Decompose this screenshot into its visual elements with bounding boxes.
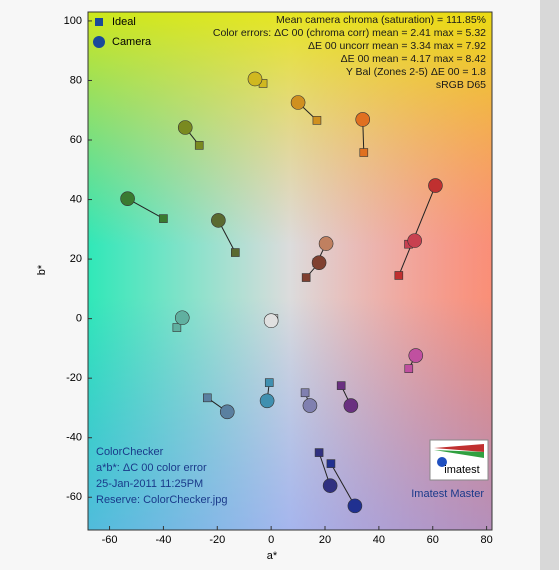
x-axis-label: a*	[267, 550, 278, 562]
camera-point	[247, 71, 263, 87]
camera-point	[259, 393, 275, 409]
y-tick-label: 100	[64, 15, 82, 27]
y-tick-label: -60	[66, 491, 82, 503]
annotation: Mean camera chroma (saturation) = 111.85…	[276, 14, 486, 26]
camera-point	[311, 255, 327, 270]
note: 25-Jan-2011 11:25PM	[96, 478, 203, 490]
camera-point	[263, 313, 279, 329]
annotation: Y Bal (Zones 2-5) ΔE 00 = 1.8	[346, 66, 486, 78]
ideal-point	[172, 323, 182, 332]
ideal-point	[159, 214, 168, 223]
camera-point	[219, 404, 235, 420]
x-tick-label: 20	[319, 534, 331, 546]
camera-point	[177, 120, 193, 135]
ideal-point	[394, 271, 404, 280]
x-tick-label: 80	[480, 534, 492, 546]
camera-point	[355, 112, 371, 127]
legend-marker	[93, 36, 105, 48]
note: ColorChecker	[96, 446, 164, 458]
camera-point	[322, 478, 338, 493]
camera-point	[120, 191, 135, 206]
note: Reserve: ColorChecker.jpg	[96, 494, 227, 506]
camera-point	[318, 236, 334, 251]
y-tick-label: -40	[66, 432, 82, 444]
y-axis-label: b*	[36, 264, 48, 275]
error-line	[398, 185, 436, 276]
annotation: sRGB D65	[436, 79, 486, 91]
x-tick-label: 60	[427, 534, 439, 546]
ideal-point	[336, 381, 346, 390]
logo	[429, 439, 489, 481]
y-tick-label: 20	[70, 253, 82, 265]
logo-text: imatest	[444, 464, 479, 476]
frame-edge	[540, 0, 559, 570]
camera-point	[347, 498, 363, 514]
ideal-point	[359, 148, 369, 157]
camera-point	[290, 95, 306, 110]
ideal-point	[231, 248, 240, 257]
x-tick-label: -20	[209, 534, 225, 546]
camera-point	[302, 398, 318, 413]
camera-point	[211, 213, 226, 228]
annotation: Color errors: ΔC 00 (chroma corr) mean =…	[213, 27, 486, 39]
y-tick-label: 80	[70, 74, 82, 86]
y-tick-label: 0	[76, 313, 82, 325]
ideal-point	[203, 393, 212, 403]
plot-background	[87, 11, 493, 531]
camera-point	[407, 233, 423, 248]
ideal-point	[312, 116, 322, 125]
camera-point	[408, 348, 424, 363]
camera-point	[343, 398, 359, 413]
x-tick-label: -60	[102, 534, 118, 546]
ideal-point	[404, 364, 414, 373]
annotation: ΔE 00 mean = 4.17 max = 8.42	[341, 53, 487, 65]
product-text: Imatest Master	[411, 488, 484, 500]
ideal-point	[301, 273, 311, 282]
note: a*b*: ΔC 00 color error	[96, 462, 207, 474]
legend-label: Ideal	[112, 16, 136, 28]
ideal-point	[326, 459, 336, 468]
x-tick-label: 40	[373, 534, 385, 546]
x-tick-label: -40	[155, 534, 171, 546]
y-tick-label: -20	[66, 372, 82, 384]
x-tick-label: 0	[268, 534, 274, 546]
ideal-point	[314, 448, 324, 457]
error-line	[330, 463, 356, 507]
y-tick-label: 60	[70, 134, 82, 146]
annotation: ΔE 00 uncorr mean = 3.34 max = 7.92	[308, 40, 486, 52]
legend-label: Camera	[112, 36, 152, 48]
y-tick-label: 40	[70, 193, 82, 205]
camera-point	[174, 310, 190, 326]
ideal-point	[264, 378, 274, 387]
camera-point	[428, 178, 443, 193]
legend-marker	[95, 18, 103, 26]
ideal-point	[300, 388, 310, 398]
ideal-point	[194, 141, 204, 150]
